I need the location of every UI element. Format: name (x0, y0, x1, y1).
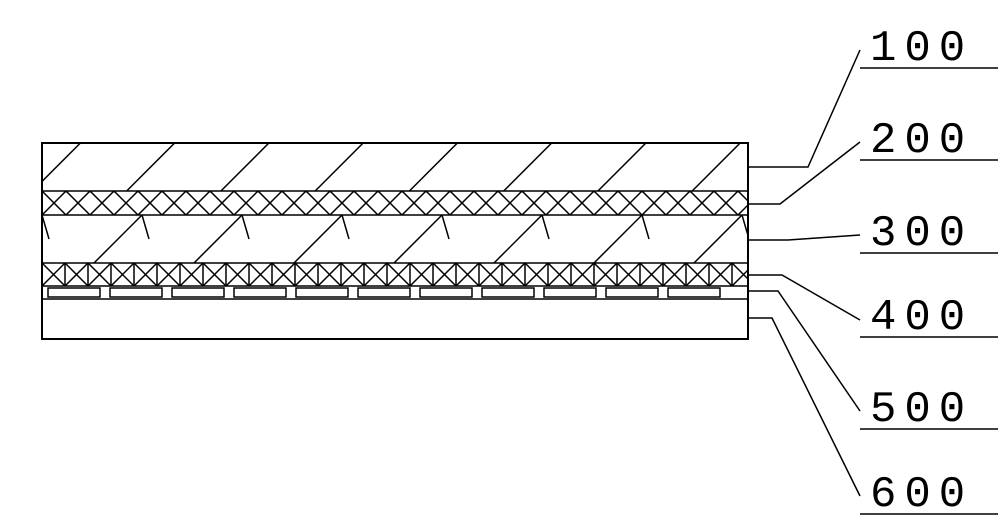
leader-line (748, 275, 860, 320)
leader-line (748, 235, 860, 240)
layer-L1 (32, 143, 834, 191)
block-outline (42, 143, 748, 339)
layer-label: 300 (870, 209, 973, 259)
layer-label: 100 (870, 24, 973, 74)
leader-line (748, 142, 860, 204)
leader-line (748, 50, 860, 167)
layer-label: 600 (870, 470, 973, 520)
layer-diagram: 100 200 300 400 500 600 (0, 0, 1000, 526)
layer-stack (0, 143, 849, 339)
layer-label: 400 (870, 293, 973, 343)
layer-label: 200 (870, 116, 973, 166)
layer-L2 (42, 191, 762, 215)
layer-L4 (42, 263, 755, 286)
layer-L5 (48, 288, 720, 297)
leader-line (748, 291, 860, 411)
leader-line (748, 318, 860, 496)
layer-label: 500 (870, 385, 973, 435)
layer-L3 (0, 215, 849, 263)
